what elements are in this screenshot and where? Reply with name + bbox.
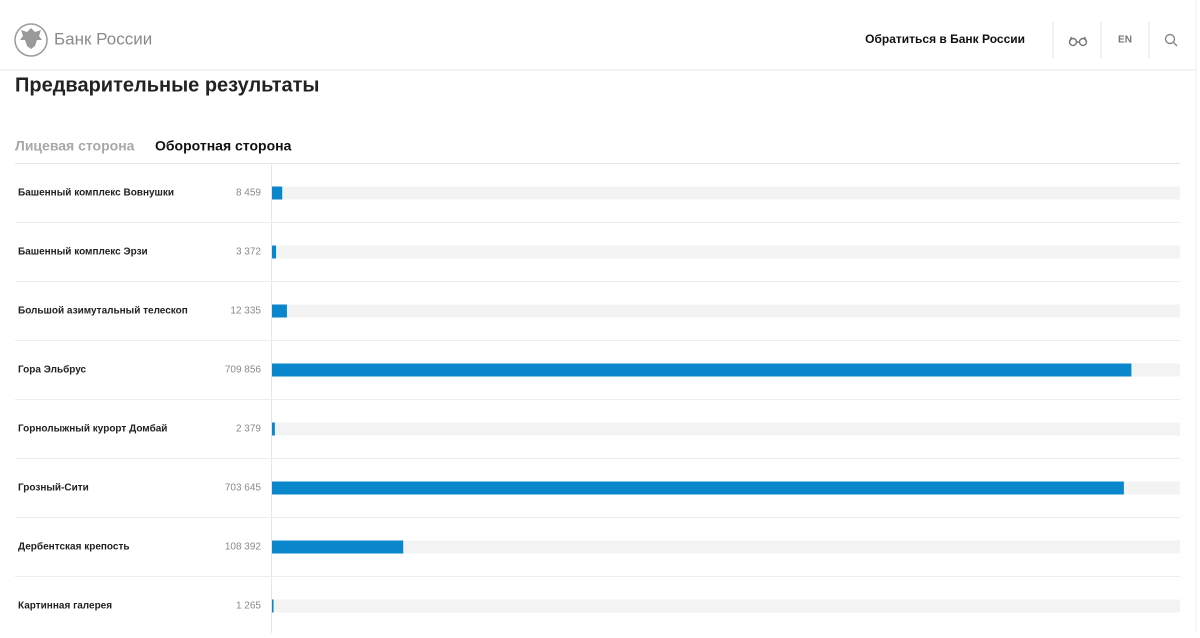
value-label: 108 392 [225, 542, 262, 553]
tab[interactable]: Лицевая сторона [15, 138, 135, 154]
row-label: Горнолыжный курорт Домбай [18, 423, 167, 435]
bar [272, 363, 1132, 377]
bar-track [272, 304, 1180, 318]
bar [272, 304, 287, 318]
value-label: 2 379 [236, 424, 261, 435]
bar [272, 245, 277, 259]
bar [272, 540, 404, 554]
bar [272, 599, 274, 613]
row-label: Башенный комплекс Эрзи [18, 247, 148, 258]
bar-track [272, 422, 1180, 436]
logo-eagle [20, 28, 42, 49]
brand-name: Банк России [54, 29, 152, 48]
row-label: Картинная галерея [18, 601, 112, 612]
search-lens [1164, 33, 1176, 45]
row-label: Дербентская крепость [18, 541, 130, 553]
bar [272, 422, 275, 436]
value-label: 709 856 [225, 365, 262, 376]
bar-track [272, 540, 1180, 554]
value-label: 12 335 [230, 306, 261, 317]
row-label: Гора Эльбрус [18, 364, 87, 376]
language-switch[interactable]: EN [1118, 35, 1132, 46]
value-label: 703 645 [225, 483, 262, 494]
bar [272, 186, 283, 200]
row-label: Грозный-Сити [18, 483, 89, 494]
bar-track [272, 245, 1180, 259]
search-button[interactable] [1164, 33, 1178, 47]
accessibility-button[interactable] [1068, 36, 1088, 47]
logo[interactable]: Банк России [14, 23, 152, 57]
search-handle [1173, 42, 1178, 47]
page-title: Предварительные результаты [15, 74, 320, 96]
bar [272, 481, 1124, 495]
value-label: 1 265 [236, 601, 261, 612]
row-label: Большой азимутальный телескоп [18, 306, 188, 317]
contact-link[interactable]: Обратиться в Банк России [865, 32, 1025, 46]
bar-track [272, 599, 1180, 613]
bar-track [272, 186, 1180, 200]
value-label: 8 459 [236, 188, 261, 199]
tab-active[interactable]: Оборотная сторона [155, 138, 292, 154]
logo-emblem [14, 23, 48, 57]
glasses-frame [1068, 36, 1088, 43]
value-label: 3 372 [236, 247, 261, 258]
row-label: Башенный комплекс Вовнушки [18, 188, 174, 199]
